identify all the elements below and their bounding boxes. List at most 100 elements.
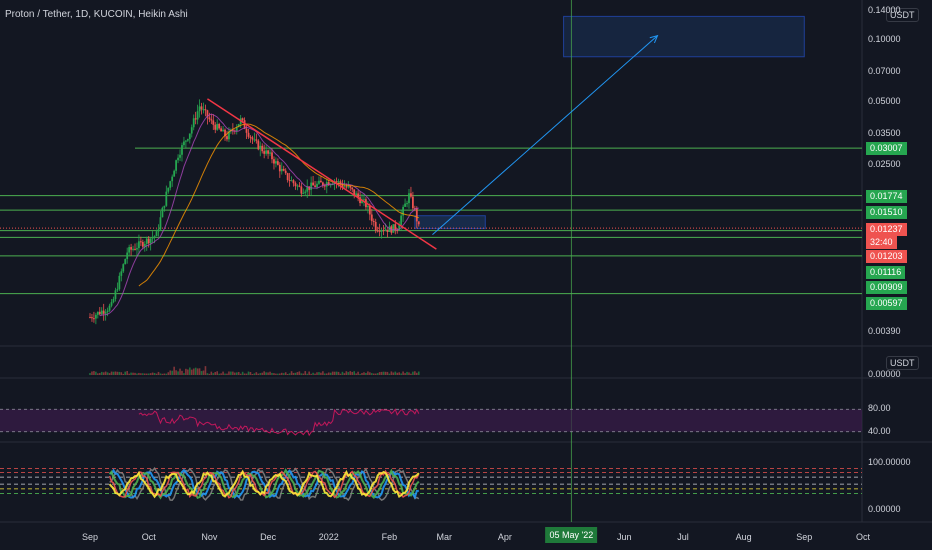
candle-body <box>339 181 342 185</box>
price-tag: 0.01116 <box>866 266 906 279</box>
volume-bar <box>118 371 121 375</box>
volume-bar <box>102 372 105 375</box>
volume-bar <box>345 371 348 375</box>
candle-body <box>302 192 305 194</box>
volume-bar <box>171 370 173 375</box>
candle-body <box>320 180 322 183</box>
volume-bar <box>138 372 140 375</box>
time-tick-label: Jul <box>677 532 689 542</box>
candle-body <box>188 133 191 140</box>
volume-bar <box>355 373 357 375</box>
candle-body <box>141 241 144 247</box>
time-tick-label: Oct <box>855 532 871 542</box>
volume-bar <box>157 371 160 375</box>
oscillator-line <box>109 466 420 502</box>
candle-body <box>304 191 307 193</box>
candle-body <box>192 118 195 128</box>
candle-body <box>112 298 115 303</box>
candle-body <box>337 181 340 183</box>
candle-body <box>235 127 238 131</box>
volume-bar <box>357 371 359 375</box>
candle-body <box>247 132 250 137</box>
candle-body <box>368 206 371 215</box>
volume-bar <box>245 373 248 375</box>
candle-body <box>204 109 207 111</box>
candle-body <box>249 136 252 138</box>
candle-body <box>294 183 297 187</box>
candle-body <box>212 120 215 125</box>
candle-body <box>114 290 117 299</box>
volume-bar <box>257 373 260 375</box>
volume-bar <box>175 370 177 375</box>
volume-bar <box>226 373 228 375</box>
candle-body <box>157 229 160 232</box>
candle-body <box>106 310 109 313</box>
candle-body <box>220 128 223 132</box>
candle-body <box>288 180 291 182</box>
candle-body <box>190 127 193 134</box>
candle-body <box>139 241 142 243</box>
volume-bar <box>155 373 158 375</box>
candle-body <box>417 221 420 225</box>
volume-bar <box>97 373 99 375</box>
volume-bar <box>304 371 307 375</box>
candle-body <box>218 123 221 129</box>
candle-body <box>194 118 197 120</box>
volume-bar <box>310 373 312 375</box>
candle-body <box>276 161 279 165</box>
candle-body <box>206 110 209 118</box>
candle-body <box>98 311 101 315</box>
volume-bar <box>306 373 309 375</box>
candle-body <box>237 124 240 128</box>
volume-bar <box>325 373 328 375</box>
volume-bar <box>288 373 291 375</box>
candle-body <box>273 159 275 164</box>
candle-body <box>410 193 412 197</box>
candle-body <box>175 160 178 171</box>
candle-body <box>110 302 113 306</box>
volume-bar <box>149 373 152 375</box>
volume-bar <box>210 371 213 375</box>
candle-body <box>145 238 148 244</box>
volume-bar <box>234 372 236 375</box>
volume-bar <box>216 371 219 375</box>
volume-bar <box>122 373 125 375</box>
time-tick-label: Mar <box>436 532 452 542</box>
volume-bar <box>159 373 162 375</box>
candle-body <box>312 182 314 186</box>
candle-body <box>370 214 373 221</box>
candle-body <box>318 180 320 184</box>
candle-body <box>167 187 170 192</box>
volume-bar <box>388 373 391 375</box>
volume-bar <box>255 372 258 375</box>
candle-body <box>329 184 332 186</box>
volume-bar <box>279 373 281 375</box>
volume-bar <box>404 373 406 375</box>
candle-body <box>382 230 385 232</box>
candle-body <box>171 176 174 182</box>
candle-body <box>290 180 293 182</box>
candle-body <box>278 164 281 172</box>
volume-bar <box>417 371 420 375</box>
volume-bar <box>296 372 299 375</box>
candle-body <box>91 317 93 319</box>
candle-body <box>384 229 387 231</box>
currency-badge-volume[interactable]: USDT <box>886 356 919 370</box>
candle-body <box>323 185 326 187</box>
candle-body <box>415 208 418 222</box>
candle-body <box>355 193 358 196</box>
time-tick-label: Jun <box>616 532 632 542</box>
price-tag: 0.01774 <box>866 190 907 203</box>
candle-body <box>380 230 383 232</box>
candle-body <box>149 238 152 244</box>
target-zone-box <box>563 15 805 58</box>
volume-bar <box>318 372 320 375</box>
currency-badge-price[interactable]: USDT <box>886 8 919 22</box>
time-tick-label: Oct <box>141 532 156 542</box>
candle-body <box>169 181 172 188</box>
volume-bar <box>359 373 361 375</box>
volume-bar <box>316 372 318 375</box>
candle-body <box>183 141 185 146</box>
rsi-tick-label: 80.00 <box>868 403 891 414</box>
